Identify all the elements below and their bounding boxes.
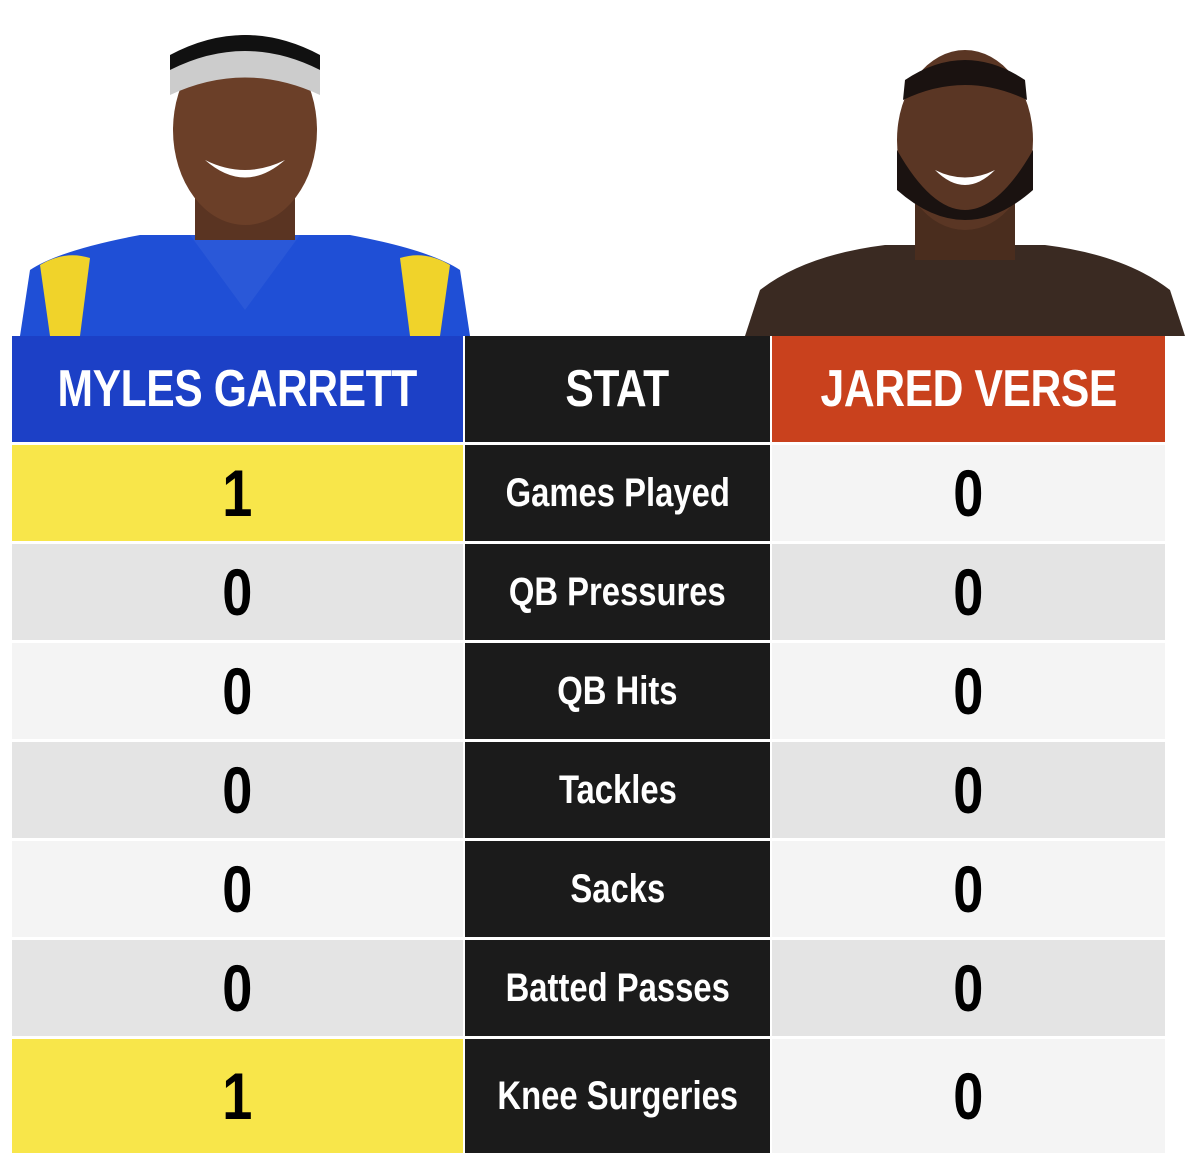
value-cell: 0 — [12, 643, 463, 739]
value-cell: 0 — [772, 643, 1165, 739]
value-cell: 0 — [772, 940, 1165, 1036]
value-cell: 0 — [772, 1039, 1165, 1153]
value-cell: 0 — [772, 841, 1165, 937]
value-cell: 0 — [12, 940, 463, 1036]
value-cell: 0 — [12, 544, 463, 640]
value-cell-text: 0 — [222, 852, 253, 926]
header-cell-text: MYLES GARRETT — [57, 360, 418, 418]
stat-cell: Batted Passes — [465, 940, 770, 1036]
player-photo-right — [745, 50, 1185, 336]
value-cell: 0 — [12, 742, 463, 838]
stat-cell: Knee Surgeries — [465, 1039, 770, 1153]
value-cell: 1 — [12, 1039, 463, 1153]
value-cell-text: 1 — [222, 1059, 253, 1133]
stat-cell: QB Pressures — [465, 544, 770, 640]
header-cell: JARED VERSE — [772, 336, 1165, 442]
value-cell-text: 0 — [222, 555, 253, 629]
stat-cell-text: Knee Surgeries — [497, 1073, 738, 1118]
header-cell-text: STAT — [565, 360, 670, 418]
stat-cell-text: Games Played — [505, 470, 730, 515]
stat-cell: Games Played — [465, 445, 770, 541]
header-cell-text: JARED VERSE — [820, 360, 1117, 418]
value-cell-text: 0 — [953, 654, 984, 728]
value-cell-text: 0 — [953, 456, 984, 530]
value-cell: 0 — [12, 841, 463, 937]
value-cell: 0 — [772, 445, 1165, 541]
stat-cell-text: QB Pressures — [509, 569, 726, 614]
value-cell-text: 0 — [953, 852, 984, 926]
stat-cell-text: Tackles — [558, 767, 677, 812]
value-cell-text: 0 — [222, 654, 253, 728]
value-cell-text: 0 — [953, 753, 984, 827]
header-cell: MYLES GARRETT — [12, 336, 463, 442]
header-cell: STAT — [465, 336, 770, 442]
value-cell-text: 0 — [953, 1059, 984, 1133]
stat-cell-text: Sacks — [570, 866, 665, 911]
value-cell-text: 0 — [222, 753, 253, 827]
stat-cell-text: QB Hits — [557, 668, 678, 713]
value-cell: 0 — [772, 544, 1165, 640]
stat-cell: Tackles — [465, 742, 770, 838]
value-cell-text: 0 — [953, 951, 984, 1025]
player-photo-left — [20, 35, 470, 336]
value-cell-text: 0 — [222, 951, 253, 1025]
value-cell-text: 0 — [953, 555, 984, 629]
stat-cell: Sacks — [465, 841, 770, 937]
stat-cell: QB Hits — [465, 643, 770, 739]
stat-cell-text: Batted Passes — [505, 965, 730, 1010]
value-cell: 1 — [12, 445, 463, 541]
value-cell: 0 — [772, 742, 1165, 838]
value-cell-text: 1 — [222, 456, 253, 530]
